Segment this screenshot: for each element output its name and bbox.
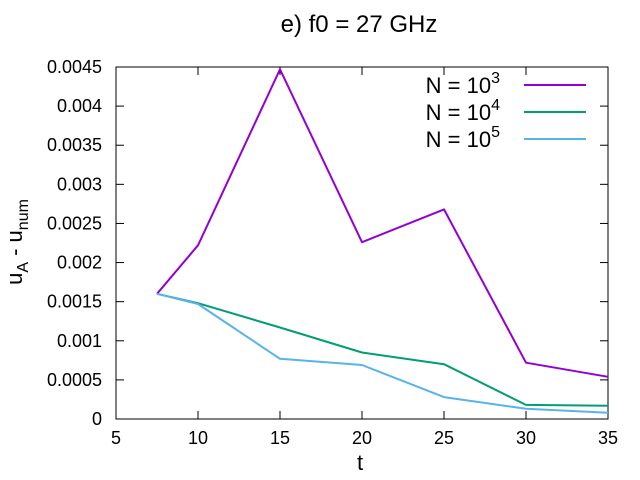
x-tick-label: 25: [434, 428, 454, 448]
y-tick-label: 0.0005: [47, 370, 102, 390]
y-tick-label: 0.0015: [47, 292, 102, 312]
y-axis-title-base: u: [2, 273, 27, 285]
y-axis-title-sub-num: num: [15, 199, 32, 230]
x-tick-label: 10: [188, 428, 208, 448]
y-tick-label: 0: [92, 409, 102, 429]
y-axis: 0 0.0005 0.001 0.0015 0.002 0.0025 0.003 0.0035…: [47, 57, 608, 429]
chart-title: e) f0 = 27 GHz: [281, 11, 438, 38]
y-axis-title-mid: - u: [2, 230, 27, 262]
series-line-1: [156, 68, 609, 378]
y-tick-label: 0.0035: [47, 135, 102, 155]
y-tick-label: 0.0025: [47, 213, 102, 233]
y-axis-title-sub-a: A: [15, 262, 32, 273]
x-tick-label: 30: [516, 428, 536, 448]
y-tick-label: 0.002: [57, 253, 102, 273]
y-axis-title: uA - unum: [2, 199, 32, 285]
legend-label-1: N = 103: [426, 70, 500, 98]
y-tick-label: 0.0045: [47, 57, 102, 77]
y-tick-label: 0.001: [57, 331, 102, 351]
y-tick-label: 0.004: [57, 96, 102, 116]
x-tick-label: 35: [598, 428, 618, 448]
legend-label-2: N = 104: [426, 97, 500, 125]
series-line-3: [156, 292, 609, 414]
series-layer: [156, 68, 609, 414]
x-axis-title: t: [357, 450, 363, 475]
x-tick-label: 5: [111, 428, 121, 448]
series-line-2: [156, 292, 609, 407]
legend-label-3: N = 105: [426, 124, 500, 152]
x-tick-label: 15: [270, 428, 290, 448]
x-tick-label: 20: [352, 428, 372, 448]
y-tick-label: 0.003: [57, 174, 102, 194]
